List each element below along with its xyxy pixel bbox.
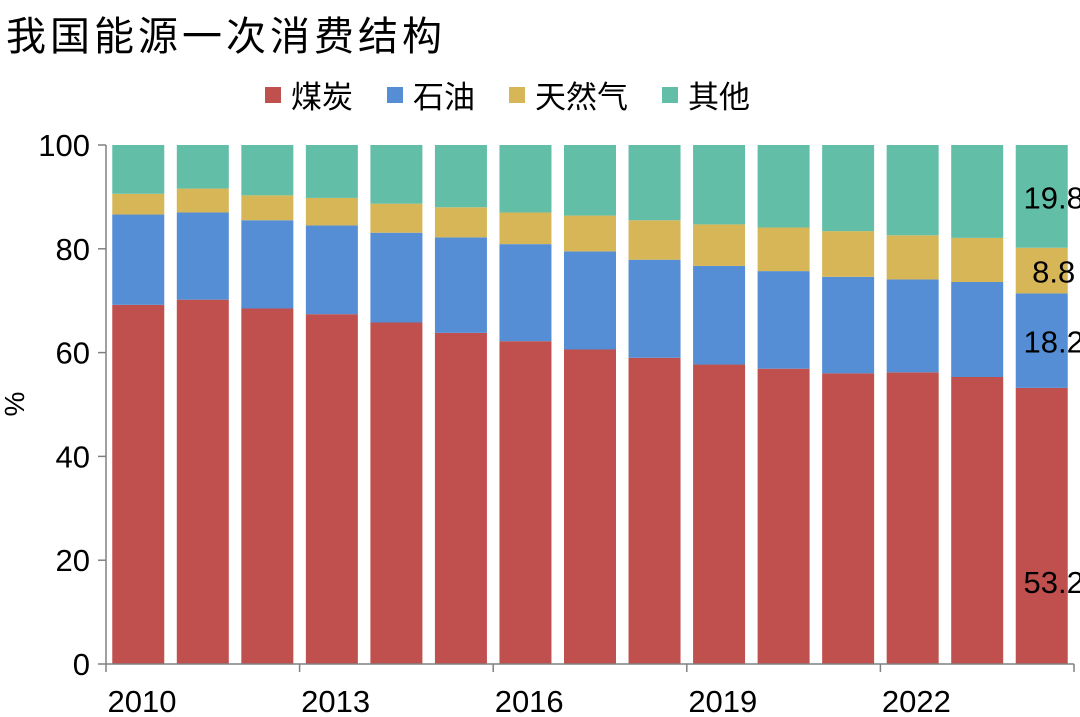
bar-2024-series-0 — [1015, 387, 1068, 664]
bar-2023-series-0 — [951, 376, 1004, 664]
legend-label-coal: 煤炭 — [291, 80, 353, 116]
bar-2010-series-2 — [112, 193, 165, 215]
y-tick-label: 20 — [56, 543, 90, 578]
bar-2017-series-1 — [564, 251, 616, 350]
bar-2011-series-1 — [176, 212, 229, 300]
bar-2014-series-3 — [370, 145, 423, 204]
bar-2021-series-3 — [822, 145, 875, 232]
bar-2021-series-1 — [822, 276, 875, 374]
bar-2020-series-0 — [757, 368, 810, 664]
bar-2013-series-1 — [305, 225, 358, 315]
bar-2013-series-3 — [305, 145, 358, 198]
bar-2016-series-0 — [499, 341, 552, 664]
bar-2023-series-2 — [951, 237, 1004, 283]
bar-2011-series-3 — [176, 145, 229, 189]
bar-2020-series-2 — [757, 227, 810, 272]
bar-2017-series-2 — [564, 215, 616, 252]
bar-2019-series-3 — [693, 145, 746, 225]
bar-2016-series-1 — [499, 244, 552, 342]
bar-2024-series-1 — [1015, 293, 1068, 388]
bar-2016-series-3 — [499, 145, 552, 213]
legend-swatch-oil — [387, 86, 403, 103]
bar-2021-series-0 — [822, 373, 875, 664]
bar-2018-series-2 — [628, 220, 681, 260]
legend-item-coal: 煤炭 — [265, 72, 353, 117]
bar-2014-series-1 — [370, 232, 423, 323]
bar-2015-series-0 — [434, 332, 487, 664]
data-label-煤炭: 53.2 — [1024, 565, 1080, 600]
bar-2012-series-2 — [241, 195, 294, 221]
legend-item-oil: 石油 — [387, 72, 475, 117]
legend-label-other: 其他 — [688, 80, 750, 116]
bar-2021-series-2 — [822, 231, 875, 277]
bar-2020-series-3 — [757, 145, 810, 228]
bar-2018-series-0 — [628, 357, 681, 664]
legend: 煤炭 石油 天然气 其他 — [265, 72, 750, 117]
bar-2023-series-3 — [951, 145, 1004, 238]
legend-swatch-other — [662, 86, 678, 103]
legend-swatch-coal — [265, 86, 281, 103]
y-tick-label: 60 — [56, 336, 90, 371]
bar-2012-series-0 — [241, 308, 294, 664]
bar-2010-series-3 — [112, 145, 165, 194]
bar-2013-series-2 — [305, 197, 358, 226]
bar-2024-series-3 — [1015, 145, 1068, 248]
data-label-其他: 19.8 — [1024, 180, 1080, 215]
bar-2022-series-2 — [886, 235, 939, 280]
bar-2014-series-2 — [370, 203, 423, 233]
x-tick-label-2016: 2016 — [495, 684, 564, 717]
x-tick-label-2022: 2022 — [882, 684, 951, 717]
bar-2020-series-1 — [757, 271, 810, 369]
y-axis-label: % — [0, 392, 30, 417]
bar-2016-series-2 — [499, 212, 552, 245]
legend-item-gas: 天然气 — [509, 72, 628, 117]
bar-2019-series-2 — [693, 224, 746, 266]
bar-2013-series-0 — [305, 314, 358, 664]
bar-2010-series-1 — [112, 214, 165, 305]
bar-2015-series-3 — [434, 145, 487, 208]
bar-2018-series-1 — [628, 259, 681, 358]
x-tick-label-2013: 2013 — [301, 684, 370, 717]
bar-2017-series-3 — [564, 145, 616, 216]
bar-2023-series-1 — [951, 282, 1004, 377]
bar-2012-series-1 — [241, 220, 294, 309]
bar-2012-series-3 — [241, 145, 294, 196]
bar-2019-series-0 — [693, 364, 746, 664]
bar-2022-series-1 — [886, 279, 939, 373]
x-tick-label-2019: 2019 — [688, 684, 757, 717]
bar-2014-series-0 — [370, 322, 423, 664]
y-tick-label: 0 — [73, 647, 90, 682]
bar-2015-series-1 — [434, 237, 487, 333]
y-tick-label: 80 — [56, 232, 90, 267]
chart-title: 我国能源一次消费结构 — [6, 14, 446, 60]
bar-2022-series-3 — [886, 145, 939, 236]
legend-label-gas: 天然气 — [535, 80, 628, 116]
bar-2011-series-2 — [176, 188, 229, 213]
legend-swatch-gas — [509, 86, 525, 103]
y-tick-label: 40 — [56, 439, 90, 474]
bar-2019-series-1 — [693, 265, 746, 365]
bar-2018-series-3 — [628, 145, 681, 221]
data-label-石油: 18.2 — [1024, 325, 1080, 360]
bar-2015-series-2 — [434, 207, 487, 238]
bar-2022-series-0 — [886, 372, 939, 664]
y-tick-label: 100 — [38, 128, 90, 163]
bar-2011-series-0 — [176, 299, 229, 664]
bar-2024-series-2 — [1015, 247, 1068, 294]
bar-2017-series-0 — [564, 349, 616, 664]
legend-item-other: 其他 — [662, 72, 750, 117]
data-label-天然气: 8.8 — [1032, 255, 1075, 290]
x-tick-label-2010: 2010 — [108, 684, 177, 717]
bar-2010-series-0 — [112, 304, 165, 664]
legend-label-oil: 石油 — [413, 80, 475, 116]
